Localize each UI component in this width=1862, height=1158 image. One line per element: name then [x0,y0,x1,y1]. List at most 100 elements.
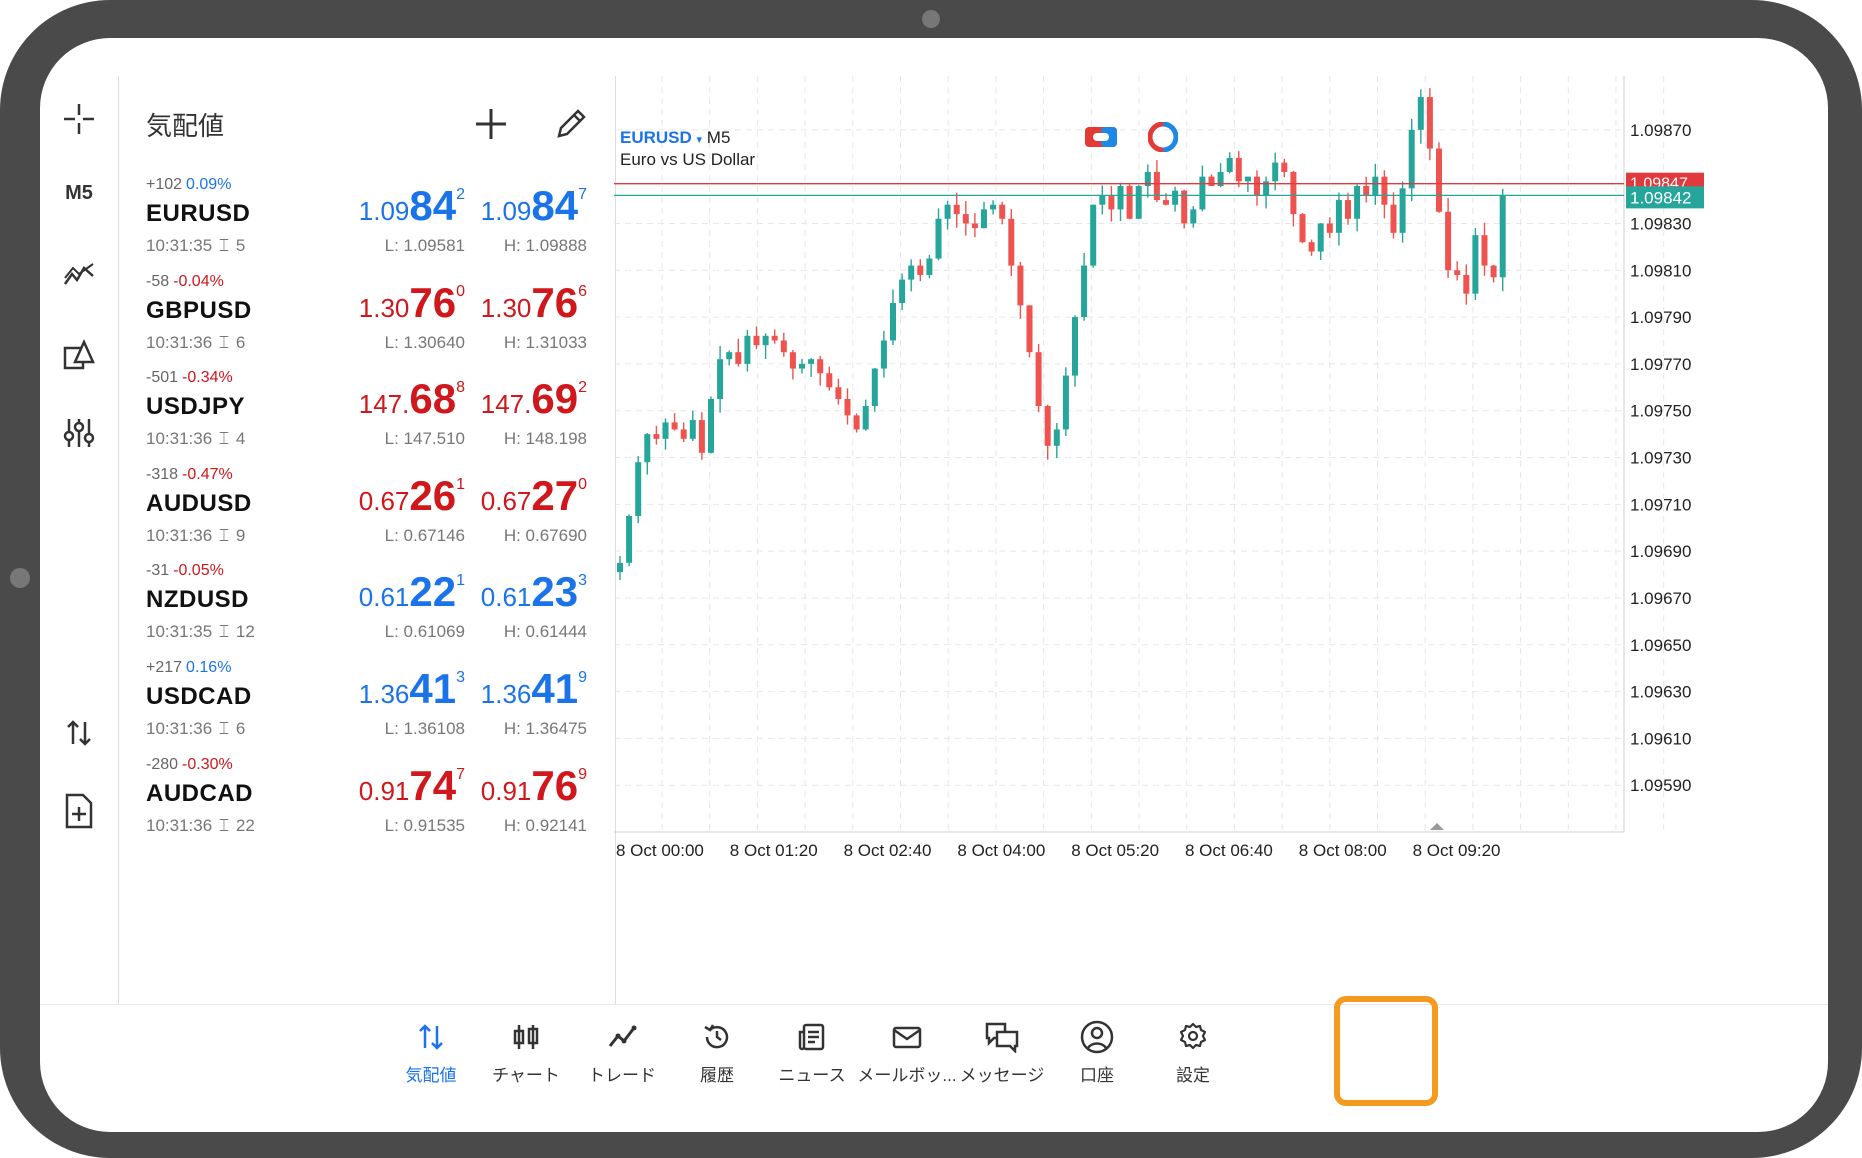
low-price: L: 0.91535 [384,815,465,835]
high-price: H: 1.31033 [503,332,587,352]
crosshair-icon[interactable] [40,102,118,141]
quote-time: 10:31:36 [146,525,213,545]
price-chart[interactable]: 1.09870 1.09830 1.09810 1.09790 1.09770 1.097… [608,76,1744,1004]
ask-pip: 6 [578,282,587,300]
candle-body [1181,190,1188,224]
change-points: -280 [146,755,179,773]
candle-body [935,218,942,259]
bid-price[interactable]: 0.67261 [359,472,465,520]
news-icon [762,1017,862,1057]
dropdown-caret-icon[interactable]: ▾ [696,134,703,146]
candle-body [635,462,642,517]
candle-body [1190,209,1197,224]
ask-pip: 0 [578,475,587,493]
candle-body [1354,186,1361,219]
nav-news[interactable]: ニュース [762,1017,862,1086]
candle-body [1326,223,1333,233]
ask-big: 84 [531,182,579,229]
nav-account[interactable]: 口座 [1047,1017,1147,1086]
ask-price[interactable]: 1.09847 [481,182,587,230]
ask-price[interactable]: 0.67270 [481,472,587,520]
spread-value: 5 [235,236,246,255]
quotes-title: 気配値 [146,111,225,141]
candle-body [1163,200,1169,205]
bid-small: 147. [358,389,410,420]
new-order-icon[interactable] [40,792,118,835]
nav-quotes[interactable]: 気配値 [381,1017,481,1086]
trade-toggle-icon[interactable] [1084,124,1118,150]
quote-row[interactable]: -280 -0.30% AUDCAD 10:31:36 ⌶ 22 0.91747 … [119,752,615,867]
nav-history[interactable]: 履歴 [667,1017,767,1086]
chart-symbol[interactable]: EURUSD [620,128,692,147]
candle-body [999,204,1006,219]
quote-row[interactable]: -318 -0.47% AUDUSD 10:31:36 ⌶ 9 0.67261 0… [119,462,615,577]
bid-big: 41 [409,665,457,712]
candle-body [808,359,815,364]
candle-body [698,420,705,453]
quote-row[interactable]: -501 -0.34% USDJPY 10:31:36 ⌶ 4 147.688 1… [119,365,615,480]
x-axis-label: 8 Oct 08:00 [1299,841,1387,860]
candle-body [771,335,778,341]
bid-pip: 7 [456,765,465,783]
nav-trade[interactable]: トレード [572,1017,672,1086]
candle-body [1053,429,1060,446]
messages-icon [952,1017,1052,1057]
candle-body [1135,186,1142,219]
candle-body [817,359,824,374]
low-price: L: 1.30640 [384,332,465,352]
add-symbol-icon[interactable] [471,104,511,144]
bid-price[interactable]: 0.91747 [359,762,465,810]
chart-icon [476,1017,576,1057]
ask-price[interactable]: 1.30766 [481,279,587,327]
edit-pencil-icon[interactable] [551,104,591,144]
nav-mail[interactable]: メールボッ... [857,1017,957,1086]
quote-row[interactable]: +102 0.09% EURUSD 10:31:35 ⌶ 5 1.09842 1.… [119,172,615,287]
y-axis-label: 1.09730 [1630,449,1691,468]
bid-price-label: 1.09842 [1630,188,1691,207]
bid-price[interactable]: 1.36413 [359,665,465,713]
nav-chart[interactable]: チャート [476,1017,576,1086]
chart-canvas[interactable]: 1.09870 1.09830 1.09810 1.09790 1.09770 1.097… [608,76,1744,1004]
ask-price[interactable]: 147.692 [481,375,587,423]
quotes-panel: 気配値 +102 0.09% EURUSD 10:31:35 ⌶ 5 1.0984… [118,76,616,1004]
quote-row[interactable]: -58 -0.04% GBPUSD 10:31:36 ⌶ 6 1.30760 1.… [119,269,615,384]
bid-price[interactable]: 1.30760 [359,279,465,327]
change-percent: -0.30% [182,755,233,773]
candle-body [835,387,842,399]
settings-sliders-icon[interactable] [40,416,118,455]
signal-icon[interactable] [1147,121,1179,153]
nav-messages[interactable]: メッセージ [952,1017,1052,1086]
one-click-trade-icon[interactable] [40,718,118,753]
trade-icon [572,1017,672,1057]
candle-body [753,335,760,346]
ask-price[interactable]: 0.61233 [481,568,587,616]
symbol-name: GBPUSD [146,296,252,324]
candle-body [789,352,796,369]
ask-small: 147. [480,389,532,420]
indicators-icon[interactable] [40,258,118,297]
ask-price[interactable]: 1.36419 [481,665,587,713]
candle-body [1217,171,1224,187]
y-axis-label: 1.09630 [1630,683,1691,702]
bid-price[interactable]: 1.09842 [359,182,465,230]
y-axis-label: 1.09650 [1630,636,1691,655]
quote-row[interactable]: -31 -0.05% NZDUSD 10:31:35 ⌶ 12 0.61221 0… [119,558,615,673]
quote-row[interactable]: +217 0.16% USDCAD 10:31:36 ⌶ 6 1.36413 1.… [119,655,615,770]
ask-price[interactable]: 0.91769 [481,762,587,810]
bid-price[interactable]: 147.688 [359,375,465,423]
nav-settings[interactable]: 設定 [1143,1017,1243,1086]
symbol-name: AUDUSD [146,489,252,517]
chart-timeframe: M5 [706,128,731,147]
timeframe-button[interactable]: M5 [65,182,93,204]
candle-body [844,398,851,416]
objects-icon[interactable] [40,338,118,377]
spread-value: 6 [235,719,246,738]
y-axis-label: 1.09870 [1630,121,1691,140]
quote-time: 10:31:36 [146,815,213,835]
bid-big: 26 [409,471,457,519]
ask-pip: 9 [578,669,587,686]
bid-price[interactable]: 0.61221 [359,568,465,616]
ask-big: 23 [531,568,579,616]
change-percent: 0.09% [186,176,232,193]
candle-body [1126,186,1133,219]
